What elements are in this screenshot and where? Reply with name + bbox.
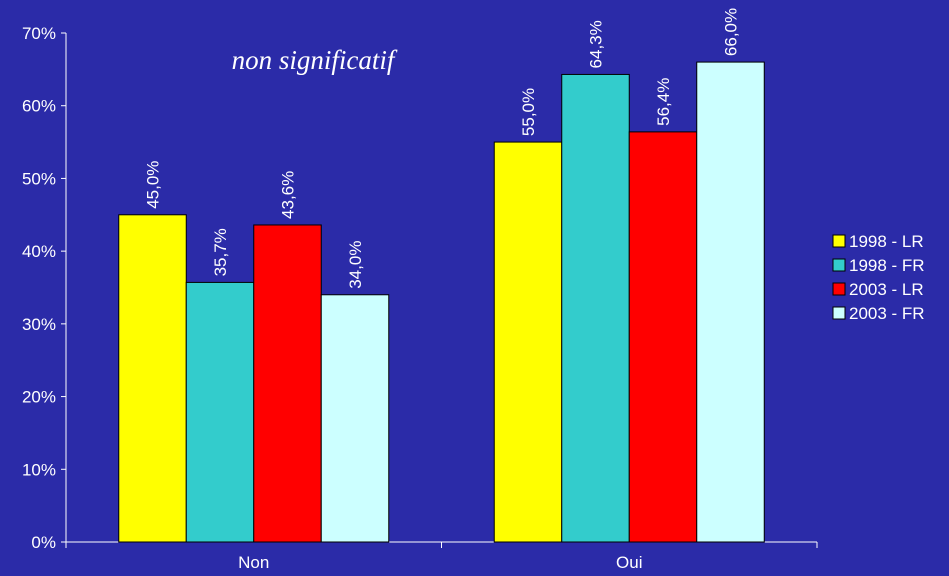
data-label: 35,7% [211, 228, 230, 276]
legend-item: 2003 - FR [832, 304, 925, 323]
bar-non-2003-lr [253, 224, 322, 543]
y-tick-label: 70% [22, 24, 56, 43]
data-label: 66,0% [722, 8, 741, 56]
data-label: 43,6% [279, 171, 298, 219]
bar-non-1998-lr [118, 214, 187, 543]
legend-item: 1998 - LR [832, 232, 924, 251]
bar-oui-2003-lr [628, 131, 698, 543]
bar-oui-2003-fr [696, 61, 765, 543]
bar-oui-1998-lr [493, 141, 563, 543]
y-tick-label: 30% [22, 315, 56, 334]
legend-swatch [832, 258, 846, 272]
x-category-label: Oui [616, 553, 642, 572]
x-category-label: Non [238, 553, 269, 572]
y-tick-label: 10% [22, 460, 56, 479]
data-label: 64,3% [587, 20, 606, 68]
data-label: 45,0% [144, 161, 163, 209]
data-label: 34,0% [346, 241, 365, 289]
y-tick-label: 40% [22, 242, 56, 261]
legend-swatch [832, 282, 846, 296]
legend-label: 2003 - LR [849, 280, 924, 299]
y-tick-label: 20% [22, 388, 56, 407]
legend: 1998 - LR 1998 - FR 2003 - LR 2003 - FR [832, 232, 925, 323]
data-labels: 45,0% 35,7% 43,6% 34,0% 55,0% 64,3% 56,4% 66,0% [144, 8, 741, 289]
data-label: 55,0% [519, 88, 538, 136]
data-label: 56,4% [654, 78, 673, 126]
legend-swatch [832, 306, 846, 320]
legend-label: 1998 - LR [849, 232, 924, 251]
y-tick-label: 50% [22, 169, 56, 188]
y-tick-label: 0% [31, 533, 56, 552]
legend-item: 1998 - FR [832, 256, 925, 275]
annotation-non-significatif: non significatif [232, 45, 398, 75]
bar-non-2003-fr [320, 294, 390, 543]
legend-item: 2003 - LR [832, 280, 924, 299]
legend-swatch [832, 234, 846, 248]
bars [118, 61, 765, 543]
legend-label: 2003 - FR [849, 304, 925, 323]
bar-non-1998-fr [185, 281, 255, 543]
y-tick-label: 60% [22, 97, 56, 116]
bar-oui-1998-fr [561, 73, 630, 543]
legend-label: 1998 - FR [849, 256, 925, 275]
